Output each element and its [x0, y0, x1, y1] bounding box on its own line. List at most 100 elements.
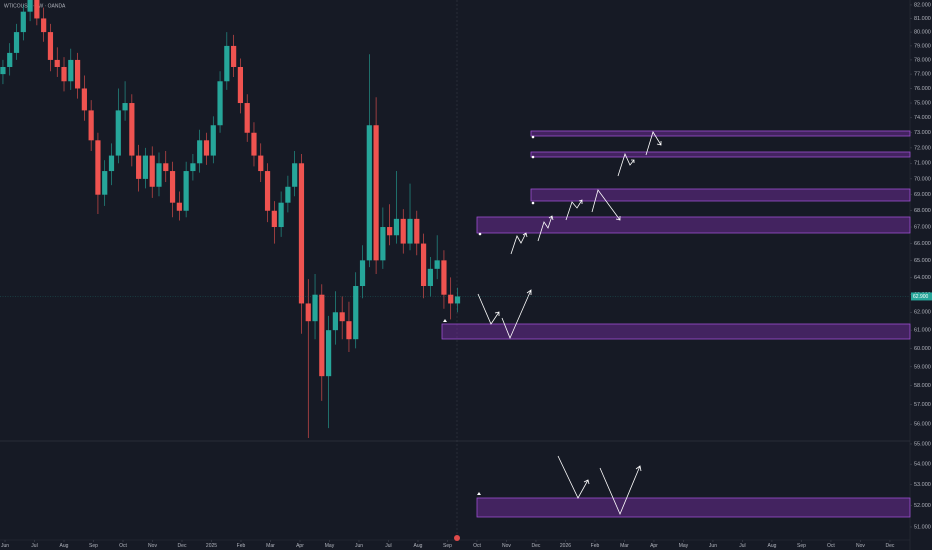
x-tick-label: Jun — [709, 543, 717, 549]
candle-body — [387, 227, 393, 236]
candle-body — [210, 125, 216, 156]
marker — [531, 201, 535, 205]
candle-body — [454, 296, 461, 304]
arrow — [591, 189, 621, 221]
candle-body — [414, 218, 420, 244]
marker — [531, 135, 535, 139]
x-tick-label: Jul — [31, 543, 37, 549]
y-tick-label: 64.000 — [914, 275, 931, 281]
y-tick-label: 75.000 — [914, 100, 931, 106]
y-tick-label: 61.000 — [914, 328, 931, 334]
y-tick-label: 81.000 — [914, 16, 931, 22]
x-tick-label: Apr — [650, 543, 658, 549]
zone — [476, 216, 911, 234]
candle-body — [292, 163, 298, 187]
candle-body — [95, 140, 101, 195]
x-tick-label: Jun — [355, 543, 363, 549]
candle-body — [407, 218, 413, 244]
candle-body — [285, 186, 291, 203]
candle-body — [258, 155, 264, 172]
x-tick-label: May — [325, 543, 335, 549]
candle-body — [163, 163, 169, 172]
candle-body — [108, 155, 115, 172]
candle-body — [20, 11, 26, 33]
x-tick-label: Oct — [827, 543, 835, 549]
candle-body — [448, 294, 454, 304]
candle-body — [420, 243, 427, 287]
last-price-box — [911, 292, 932, 301]
x-tick-label: Nov — [856, 543, 865, 549]
x-tick-label: Nov — [502, 543, 511, 549]
y-tick-label: 77.000 — [914, 72, 931, 78]
candle-body — [136, 155, 142, 179]
zone — [530, 188, 911, 202]
candle-body — [278, 202, 284, 228]
candle-body — [373, 125, 379, 261]
y-tick-label: 67.000 — [914, 224, 931, 230]
candle-body — [312, 294, 318, 322]
candle-body — [359, 260, 366, 287]
candle-body — [122, 103, 128, 111]
arrow — [599, 465, 642, 516]
y-tick-label: 71.000 — [914, 161, 931, 167]
candle-body — [27, 0, 33, 12]
candle-body — [339, 312, 345, 322]
x-tick-label: Aug — [767, 543, 776, 549]
candle-body — [400, 218, 406, 244]
x-tick-label: Sep — [89, 543, 98, 549]
event-icon[interactable] — [454, 535, 460, 541]
candle-body — [176, 202, 182, 211]
y-tick-label: 52.000 — [914, 503, 931, 509]
candle-body — [434, 260, 440, 269]
x-tick-label: Oct — [119, 543, 127, 549]
candle-body — [346, 321, 352, 340]
last-price-label: 62.900 — [913, 294, 929, 300]
candle-body — [149, 155, 155, 187]
x-tick-label: Dec — [532, 543, 541, 549]
x-tick-label: Jun — [1, 543, 9, 549]
zone — [476, 497, 911, 518]
y-tick-label: 53.000 — [914, 482, 931, 488]
x-tick-label: Aug — [60, 543, 69, 549]
x-tick-label: May — [679, 543, 689, 549]
arrow — [557, 455, 590, 499]
candle-body — [183, 171, 189, 211]
candle-body — [156, 163, 162, 187]
candle-body — [81, 88, 87, 111]
candle-body — [380, 227, 386, 261]
candle-body — [13, 32, 20, 53]
marker — [478, 232, 482, 236]
candle-body — [305, 303, 311, 322]
candle-body — [353, 286, 359, 340]
arrow — [617, 152, 635, 177]
y-tick-label: 82.000 — [914, 2, 931, 8]
candle-body — [366, 125, 372, 261]
candle-body — [203, 140, 210, 156]
arrow — [510, 232, 528, 255]
candle-body — [7, 52, 13, 67]
marker — [477, 492, 481, 495]
candle-body — [169, 171, 176, 203]
arrow — [645, 131, 662, 156]
y-tick-label: 62.000 — [914, 310, 931, 316]
candle-body — [129, 103, 135, 156]
arrow — [565, 199, 583, 221]
candle-body — [61, 66, 67, 82]
candle-body — [326, 330, 332, 377]
candle-body — [427, 268, 433, 287]
candle-body — [244, 103, 250, 133]
x-tick-label: Aug — [414, 543, 423, 549]
zone — [530, 130, 911, 137]
y-tick-label: 74.000 — [914, 115, 931, 121]
candle-body — [197, 140, 203, 164]
candle-body — [332, 312, 338, 331]
candle-body — [68, 59, 74, 82]
candle-body — [298, 163, 305, 304]
y-tick-label: 59.000 — [914, 364, 931, 370]
x-tick-label: 2025 — [206, 543, 217, 549]
candle-body — [0, 66, 6, 75]
y-tick-label: 72.000 — [914, 145, 931, 151]
drawings — [441, 130, 911, 541]
